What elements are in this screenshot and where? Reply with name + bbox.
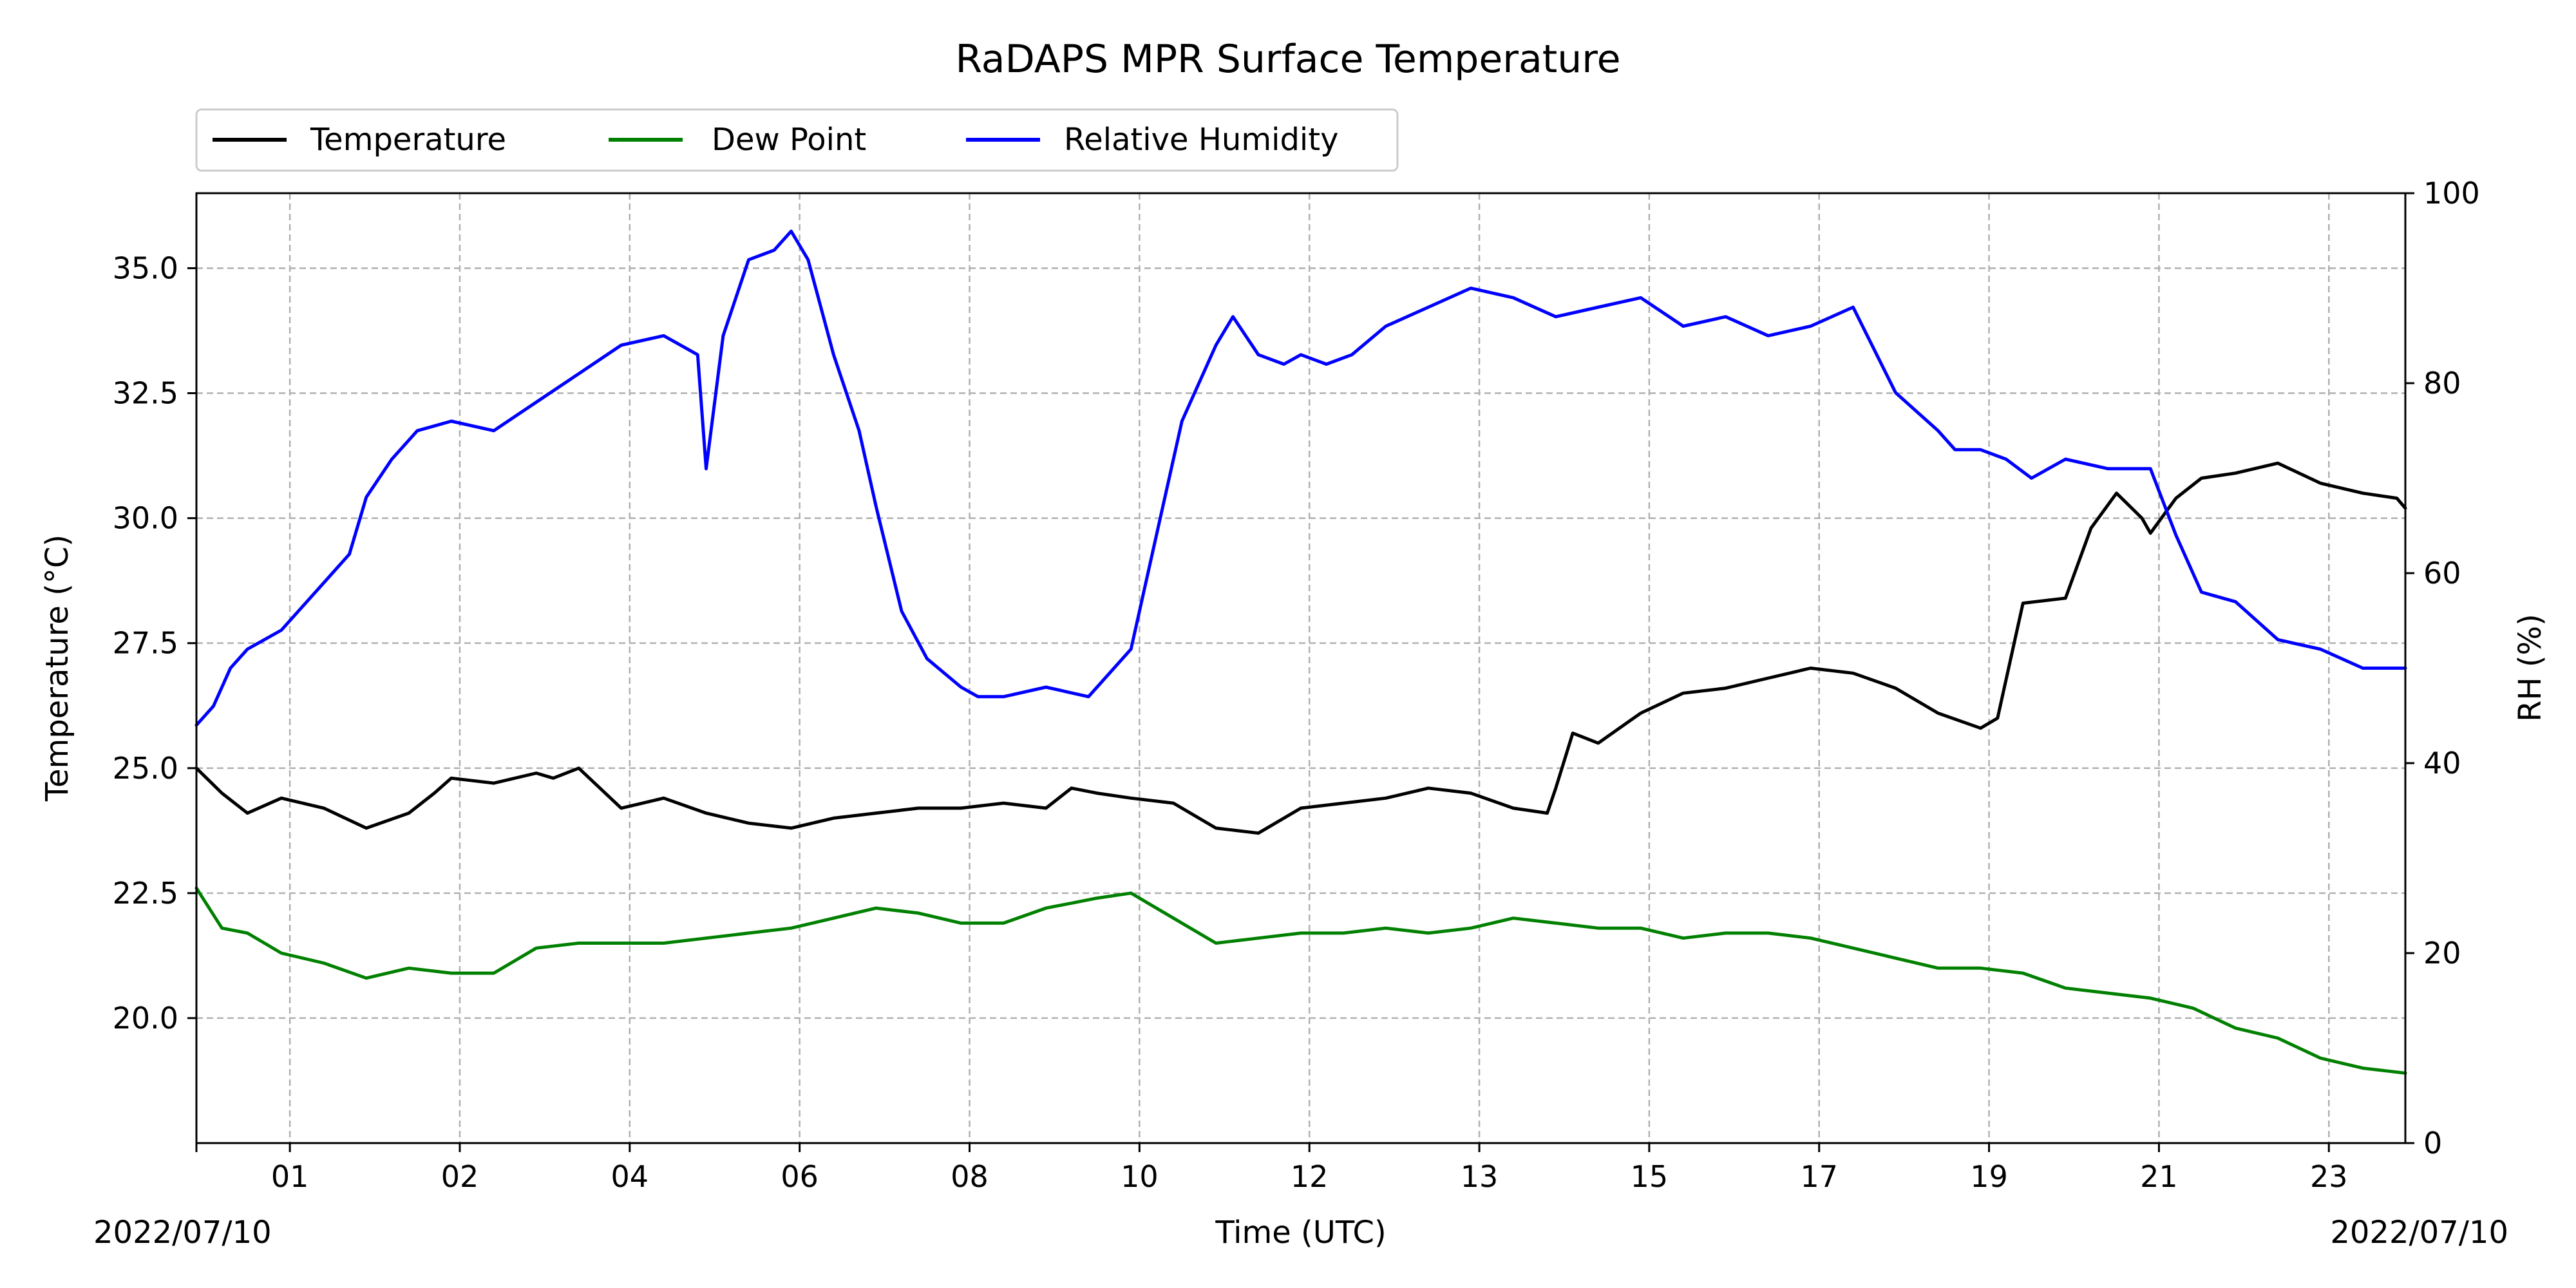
legend-label-relative-humidity: Relative Humidity — [1064, 122, 1338, 158]
grid — [196, 193, 2405, 1143]
legend-box — [195, 108, 1399, 172]
y-tick-label: 25.0 — [113, 751, 178, 786]
y-axis-title: Temperature (°C) — [39, 535, 75, 802]
x-tick-label: 08 — [951, 1159, 989, 1194]
y-axis-right: 0 20 40 60 80 100 — [2405, 176, 2480, 1160]
series-line-relative-humidity — [194, 229, 2407, 727]
x-axis-title: Time (UTC) — [1215, 1215, 1386, 1251]
series-line-temperature — [194, 461, 2407, 835]
date-end-label: 2022/07/10 — [2330, 1215, 2508, 1251]
y2-tick-label: 20 — [2423, 936, 2461, 971]
x-tick-label: 02 — [441, 1159, 479, 1194]
x-tick-label: 10 — [1121, 1159, 1159, 1194]
series-line-dew-point — [194, 886, 2407, 1075]
x-tick-label: 15 — [1631, 1159, 1669, 1194]
y-tick-label: 20.0 — [113, 1001, 178, 1036]
x-tick-label: 12 — [1291, 1159, 1329, 1194]
date-start-label: 2022/07/10 — [93, 1215, 272, 1251]
y-tick-label: 35.0 — [113, 251, 178, 285]
x-tick-label: 19 — [1970, 1159, 2008, 1194]
x-tick-label: 06 — [781, 1159, 819, 1194]
y2-tick-label: 0 — [2423, 1126, 2442, 1160]
y2-tick-label: 40 — [2423, 746, 2461, 781]
y2-axis-title: RH (%) — [2512, 614, 2548, 722]
x-tick-label: 23 — [2310, 1159, 2348, 1194]
x-tick-label: 13 — [1461, 1159, 1499, 1194]
series-layer — [194, 229, 2407, 1075]
plot-frame — [195, 192, 2407, 1144]
y-tick-label: 30.0 — [113, 501, 178, 536]
legend-label-temperature: Temperature — [310, 122, 506, 158]
x-tick-label: 01 — [271, 1159, 309, 1194]
y-tick-label: 27.5 — [113, 626, 178, 661]
x-tick-label: 21 — [2140, 1159, 2178, 1194]
y2-tick-label: 80 — [2423, 366, 2461, 401]
x-axis: 01 02 04 06 08 10 12 13 15 17 19 21 23 — [195, 1143, 2348, 1194]
x-tick-label: 04 — [611, 1159, 649, 1194]
y2-tick-label: 60 — [2423, 556, 2461, 591]
chart-title: RaDAPS MPR Surface Temperature — [955, 37, 1620, 82]
legend-label-dew-point: Dew Point — [712, 122, 866, 158]
y-tick-label: 22.5 — [113, 876, 178, 911]
legend: Temperature Dew Point Relative Humidity — [195, 108, 1399, 172]
y-tick-label: 32.5 — [113, 376, 178, 411]
y2-tick-label: 100 — [2423, 176, 2480, 211]
y-axis-left: 20.0 22.5 25.0 27.5 30.0 32.5 35.0 — [113, 251, 196, 1036]
x-tick-label: 17 — [1800, 1159, 1838, 1194]
